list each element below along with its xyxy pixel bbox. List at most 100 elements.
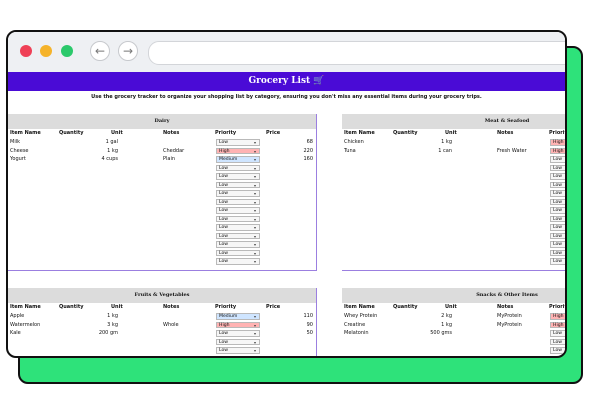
price-cell[interactable]: 110 <box>303 313 313 319</box>
item-name-cell[interactable]: Cheese <box>10 147 29 154</box>
priority-select[interactable]: Low▾ <box>550 224 565 231</box>
page-title: Grocery List 🛒 <box>8 72 565 91</box>
notes-cell[interactable]: Cheddar <box>163 147 185 154</box>
priority-select[interactable]: Low▾ <box>216 347 260 354</box>
priority-select[interactable]: Low▾ <box>550 330 565 337</box>
chevron-down-icon: ▾ <box>253 157 256 162</box>
priority-select[interactable]: Low▾ <box>216 338 260 345</box>
notes-column-header: Notes <box>497 130 514 136</box>
column-header-row: Item Name Quantity Unit Notes Priority Price <box>8 303 316 312</box>
priority-select[interactable]: Low▾ <box>216 224 260 231</box>
notes-cell[interactable]: MyProtein <box>497 313 522 319</box>
priority-select[interactable]: Low▾ <box>550 338 565 345</box>
priority-value: High <box>553 322 564 328</box>
priority-select[interactable]: Low▾ <box>216 215 260 222</box>
item-name-cell[interactable]: Whey Protein <box>344 313 378 319</box>
priority-select[interactable]: Low▾ <box>216 249 260 256</box>
priority-select[interactable]: Low▾ <box>216 330 260 337</box>
section-meat-seafood: Meat & Seafood Item Name Quantity Unit Notes… <box>342 114 565 271</box>
priority-select[interactable]: Low▾ <box>550 190 565 197</box>
item-name-cell[interactable]: Tuna <box>344 147 356 154</box>
priority-select[interactable]: Low▾ <box>550 181 565 188</box>
price-cell[interactable]: 90 <box>306 321 313 328</box>
priority-select[interactable]: Low▾ <box>216 232 260 239</box>
notes-cell[interactable]: Fresh Water <box>497 147 527 154</box>
priority-select[interactable]: Medium ▾ <box>216 313 260 320</box>
table-row: Kale 200 gm Low ▾ 50 <box>8 329 316 338</box>
item-name-cell[interactable]: Watermelon <box>10 321 41 328</box>
unit-cell[interactable]: 2 kg <box>441 313 452 319</box>
unit-cell[interactable]: 1 gal <box>105 139 118 145</box>
notes-cell[interactable]: Whole <box>163 321 179 328</box>
priority-select[interactable]: Low▾ <box>550 156 565 163</box>
priority-select[interactable]: Low▾ <box>550 198 565 205</box>
priority-select[interactable]: Low▾ <box>550 173 565 180</box>
item-name-cell[interactable]: Chicken <box>344 139 364 145</box>
item-name-cell[interactable]: Apple <box>10 313 25 319</box>
minimize-window-dot[interactable] <box>40 45 52 57</box>
table-row: Low▾ <box>8 232 316 241</box>
priority-select[interactable]: Low▾ <box>550 232 565 239</box>
address-bar[interactable] <box>148 41 565 65</box>
unit-cell[interactable]: 1 kg <box>107 313 118 319</box>
forward-button[interactable]: → <box>118 41 138 61</box>
priority-select[interactable]: High▾ <box>550 139 565 146</box>
priority-select[interactable]: Low▾ <box>550 258 565 265</box>
table-row: Low▾ <box>342 346 565 355</box>
price-cell[interactable]: 220 <box>303 147 313 154</box>
unit-cell[interactable]: 3 kg <box>107 321 118 328</box>
item-name-cell[interactable]: Kale <box>10 330 21 336</box>
item-name-cell[interactable]: Melatonin <box>344 330 369 336</box>
unit-cell[interactable]: 1 kg <box>441 139 452 145</box>
priority-select[interactable]: Low▾ <box>550 164 565 171</box>
priority-select[interactable]: Low▾ <box>216 241 260 248</box>
priority-select[interactable]: Low▾ <box>550 347 565 354</box>
priority-select[interactable]: High▾ <box>216 147 260 154</box>
priority-select[interactable]: High▾ <box>550 147 565 154</box>
priority-select[interactable]: Low▾ <box>216 164 260 171</box>
notes-cell[interactable]: MyProtein <box>497 321 522 328</box>
priority-select[interactable]: Low▾ <box>550 207 565 214</box>
unit-cell[interactable]: 1 kg <box>107 147 118 154</box>
priority-select[interactable]: Low▾ <box>216 258 260 265</box>
close-window-dot[interactable] <box>20 45 32 57</box>
price-cell[interactable]: 160 <box>303 156 313 162</box>
priority-select[interactable]: High▾ <box>550 321 565 328</box>
item-name-cell[interactable]: Creatine <box>344 321 366 328</box>
priority-select[interactable]: Low▾ <box>216 207 260 214</box>
notes-column-header: Notes <box>163 130 180 136</box>
priority-value: Low <box>553 339 563 345</box>
chevron-down-icon: ▾ <box>253 208 256 213</box>
chevron-down-icon: ▾ <box>253 331 256 336</box>
notes-cell[interactable]: Plain <box>163 156 176 162</box>
chevron-down-icon: ▾ <box>253 250 256 256</box>
chevron-down-icon: ▾ <box>253 314 256 319</box>
unit-cell[interactable]: 500 gms <box>430 330 452 336</box>
maximize-window-dot[interactable] <box>61 45 73 57</box>
chevron-down-icon: ▾ <box>253 216 256 222</box>
priority-select[interactable]: High▾ <box>216 321 260 328</box>
chevron-down-icon: ▾ <box>253 348 256 353</box>
item-name-cell[interactable]: Yogurt <box>10 156 26 162</box>
priority-select[interactable]: Low▾ <box>216 173 260 180</box>
priority-select[interactable]: Low▾ <box>216 181 260 188</box>
table-row: Melatonin 500 gms Low▾ <box>342 329 565 338</box>
priority-select[interactable]: Low▾ <box>550 249 565 256</box>
priority-select[interactable]: Low▾ <box>216 139 260 146</box>
unit-cell[interactable]: 1 kg <box>441 321 452 328</box>
priority-value: High <box>553 140 564 145</box>
price-cell[interactable]: 68 <box>306 139 313 145</box>
unit-cell[interactable]: 200 gm <box>98 330 118 336</box>
unit-cell[interactable]: 4 cups <box>101 156 118 162</box>
item-name-cell[interactable]: Milk <box>10 139 20 145</box>
priority-select[interactable]: Low▾ <box>550 241 565 248</box>
priority-select[interactable]: High▾ <box>550 313 565 320</box>
priority-select[interactable]: Medium ▾ <box>216 156 260 163</box>
priority-select[interactable]: Low▾ <box>550 215 565 222</box>
priority-select[interactable]: Low▾ <box>216 190 260 197</box>
priority-select[interactable]: Low▾ <box>216 198 260 205</box>
back-button[interactable]: ← <box>90 41 110 61</box>
unit-cell[interactable]: 1 can <box>438 147 452 154</box>
price-cell[interactable]: 50 <box>306 330 313 336</box>
table-row: Low▾ <box>8 249 316 258</box>
